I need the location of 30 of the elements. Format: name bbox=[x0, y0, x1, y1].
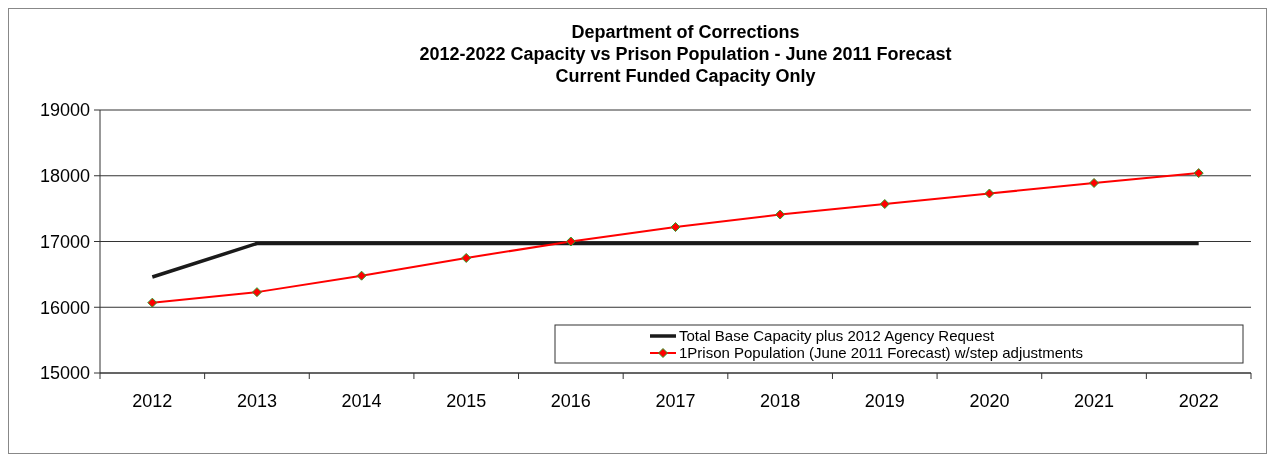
x-tick-label: 2016 bbox=[550, 391, 591, 411]
point bbox=[565, 236, 576, 247]
point bbox=[984, 188, 995, 199]
x-tick-label: 2018 bbox=[760, 391, 801, 411]
x-tick-label: 2022 bbox=[1178, 391, 1219, 411]
y-tick-label: 18000 bbox=[39, 166, 90, 187]
x-tick-label: 2017 bbox=[655, 391, 696, 411]
x-tick-label: 2019 bbox=[864, 391, 905, 411]
point bbox=[356, 270, 367, 281]
x-tick-label: 2020 bbox=[969, 391, 1010, 411]
point bbox=[670, 222, 681, 233]
point bbox=[147, 297, 158, 308]
x-tick-label: 2013 bbox=[236, 391, 277, 411]
y-tick-label: 16000 bbox=[39, 297, 90, 318]
x-tick-label: 2012 bbox=[132, 391, 173, 411]
point bbox=[1089, 177, 1100, 188]
x-tick-label: 2021 bbox=[1074, 391, 1115, 411]
point bbox=[775, 209, 786, 220]
y-tick-label: 17000 bbox=[39, 231, 90, 252]
y-tick-label: 15000 bbox=[39, 363, 90, 384]
point bbox=[1193, 168, 1204, 179]
y-tick-label: 19000 bbox=[39, 100, 90, 121]
x-tick-label: 2014 bbox=[341, 391, 382, 411]
x-tick-label: 2015 bbox=[446, 391, 487, 411]
point bbox=[251, 287, 262, 298]
point bbox=[879, 199, 890, 210]
legend-label: 1Prison Population (June 2011 Forecast) w/step adjustments bbox=[679, 344, 1084, 362]
legend-label: Total Base Capacity plus 2012 Agency Request bbox=[679, 327, 996, 345]
point bbox=[461, 252, 472, 263]
chart-title: Department of Corrections 2012-2022 Capacity vs Prison Population - June 2011 Forecast Current Funded Capacity Only bbox=[419, 22, 952, 86]
